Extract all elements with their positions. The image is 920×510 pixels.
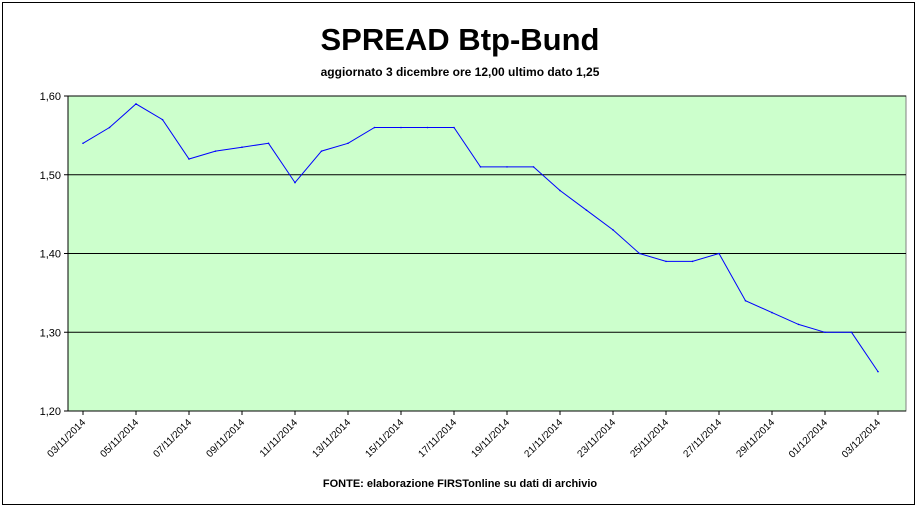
y-axis-ticks: 1,20 1,30 1,40 1,50 1,60 <box>40 91 68 418</box>
data-point <box>559 189 561 192</box>
data-point <box>426 126 429 129</box>
x-tick-label: 23/11/2014 <box>575 417 618 460</box>
data-point <box>532 166 535 168</box>
x-tick-label: 19/11/2014 <box>469 417 512 460</box>
data-point <box>241 146 243 148</box>
y-tick-label: 1,20 <box>40 406 61 418</box>
x-axis-ticks: 03/11/2014 05/11/2014 07/11/2014 09/11/2014… <box>45 411 883 461</box>
x-tick-label: 29/11/2014 <box>734 417 777 460</box>
x-tick-label: 03/11/2014 <box>45 417 88 460</box>
data-point <box>797 323 800 326</box>
data-point <box>347 142 349 145</box>
x-tick-label: 07/11/2014 <box>151 417 194 460</box>
chart-title: SPREAD Btp-Bund <box>320 22 600 57</box>
data-point <box>824 331 826 334</box>
data-point <box>850 331 853 334</box>
data-point <box>665 260 667 263</box>
data-point <box>585 209 588 211</box>
x-tick-label: 11/11/2014 <box>258 417 300 459</box>
data-point <box>320 150 323 152</box>
data-point <box>453 126 455 129</box>
data-point <box>744 299 747 302</box>
y-tick-label: 1,50 <box>40 170 61 182</box>
data-point <box>108 126 111 129</box>
y-tick-label: 1,30 <box>40 327 61 339</box>
data-point <box>161 118 164 121</box>
chart-subtitle: aggiornato 3 dicembre ore 12,00 ultimo d… <box>320 65 600 79</box>
x-tick-label: 25/11/2014 <box>628 417 671 460</box>
series-group <box>82 103 879 373</box>
data-point <box>506 166 508 168</box>
x-tick-label: 09/11/2014 <box>204 417 247 460</box>
data-point <box>188 158 190 160</box>
data-point <box>267 142 270 145</box>
data-point <box>400 126 402 129</box>
x-tick-label: 17/11/2014 <box>416 417 459 460</box>
y-tick-label: 1,40 <box>40 249 61 261</box>
x-tick-label: 15/11/2014 <box>363 417 406 460</box>
gridlines <box>68 95 906 333</box>
data-point <box>638 252 641 255</box>
x-tick-label: 03/12/2014 <box>840 417 883 460</box>
data-point <box>691 260 694 263</box>
data-point <box>877 370 879 373</box>
data-point <box>294 181 296 184</box>
x-tick-label: 01/12/2014 <box>787 417 830 460</box>
x-tick-label: 27/11/2014 <box>681 417 724 460</box>
data-point <box>373 126 376 129</box>
data-point <box>135 103 137 105</box>
data-point <box>718 252 720 255</box>
x-tick-label: 13/11/2014 <box>310 417 353 460</box>
data-point <box>214 150 217 152</box>
x-tick-label: 21/11/2014 <box>522 417 565 460</box>
data-point <box>771 311 773 314</box>
chart-source: FONTE: elaborazione FIRSTonline su dati … <box>322 478 598 490</box>
y-tick-label: 1,60 <box>40 91 61 103</box>
x-tick-label: 05/11/2014 <box>98 417 141 460</box>
data-point <box>479 166 482 168</box>
data-point <box>82 142 84 145</box>
data-point <box>612 229 614 231</box>
